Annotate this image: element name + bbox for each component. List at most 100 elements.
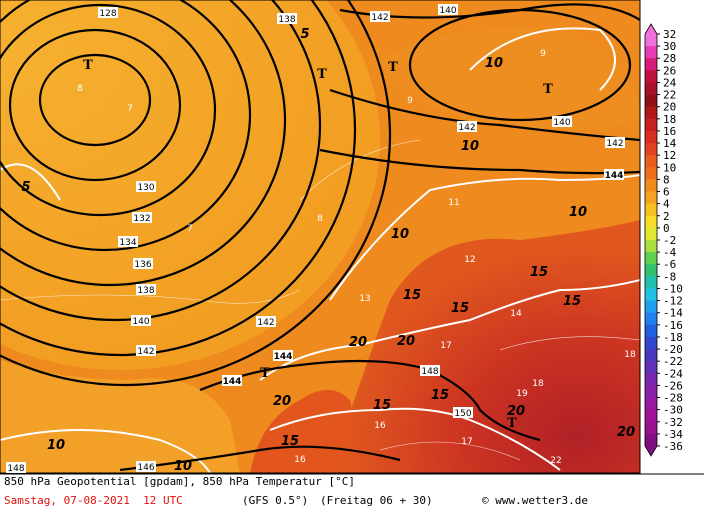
color-band [645,106,657,120]
colorbar-label: 22 [663,89,676,102]
temperature-label: 18 [624,350,636,360]
color-band [645,252,657,265]
colorbar-label: -24 [663,367,683,380]
geopotential-label: 136 [134,260,151,270]
geopotential-label: 140 [439,6,456,16]
label-box [604,169,624,180]
label-box [453,407,473,418]
label-box [136,461,156,472]
colorbar-label: 12 [663,149,676,162]
footer-date: Samstag, 07-08-2021 12 UTC [4,494,183,507]
geopotential-label: 138 [137,286,154,296]
isotherm-label: 5 [21,180,30,195]
isotherm-label: 10 [174,459,192,474]
colorbar-label: 28 [663,52,676,65]
footer-title: 850 hPa Geopotential [gpdam], 850 hPa Te… [4,475,355,488]
color-band [645,373,657,386]
isotherm-label: 15 [281,434,299,449]
geopotential-label: 142 [137,347,154,357]
color-band [645,191,657,205]
label-box [118,236,138,247]
label-box [277,13,297,24]
temperature-label: 16 [374,421,386,431]
geopotential-label: 134 [119,238,136,248]
color-band [645,155,657,168]
colorbar-label: 4 [663,198,670,211]
isotherm-label: 20 [273,394,291,409]
label-box [552,116,572,127]
color-band [645,34,657,47]
label-box [457,121,477,132]
color-band [645,70,657,83]
color-band [645,264,657,277]
colorbar-label: -2 [663,234,676,247]
geopotential-label: 142 [371,13,388,23]
color-band [645,421,657,435]
temperature-label: 8 [317,214,323,224]
geopotential-label: 144 [223,377,242,387]
color-band [645,324,657,338]
geopotential-label: 130 [137,183,154,193]
color-band [645,227,657,241]
color-band [645,336,657,350]
color-band [645,433,657,447]
temperature-label: 19 [516,389,528,399]
colorbar-label: 30 [663,40,676,53]
isotherm-label: 15 [373,398,391,413]
colorbar-label: 18 [663,113,676,126]
label-box [605,137,625,148]
geopotential-label: 140 [553,118,570,128]
label-box [133,258,153,269]
isotherm-label: 10 [461,139,479,154]
low-marker: T [388,60,398,75]
colorbar-label: -10 [663,282,683,295]
temperature-label: 7 [127,104,133,114]
colorbar-label: 2 [663,210,670,223]
colorbar-label: 32 [663,28,676,41]
colorbar-label: 10 [663,161,676,174]
isotherm-label: 20 [349,335,367,350]
colorbar-label: 16 [663,125,676,138]
geopotential-label: 148 [7,464,24,474]
isotherm-label: 15 [563,294,581,309]
colorbar-label: -28 [663,392,683,405]
label-box [420,365,440,376]
colorbar-label: -6 [663,258,676,271]
isotherm-label: 20 [397,334,415,349]
low-marker: T [317,67,327,82]
footer-run: (Freitag 06 + 30) [320,494,433,507]
temperature-label: 16 [294,455,306,465]
temperature-label: 18 [532,379,544,389]
colorbar-label: 8 [663,173,670,186]
label-box [136,284,156,295]
colorbar-label: -18 [663,331,683,344]
geopotential-label: 146 [137,463,154,473]
colorbar-label: -36 [663,440,683,453]
colorbar-label: 26 [663,64,676,77]
color-band [645,361,657,374]
geopotential-label: 132 [133,214,150,224]
geopotential-label: 144 [274,352,293,362]
low-marker: T [260,366,270,381]
label-box [136,345,156,356]
color-band [645,118,657,132]
colorbar-label: -32 [663,416,683,429]
label-box [131,315,151,326]
temperature-label: 14 [510,309,522,319]
isotherm-label: 10 [47,438,65,453]
color-band [645,409,657,423]
colorbar-label: 20 [663,101,676,114]
label-box [370,11,390,22]
geopotential-label: 138 [278,15,295,25]
isotherm-label: 10 [569,205,587,220]
colorbar-label: -30 [663,404,683,417]
colorbar-label: 6 [663,186,670,199]
label-box [6,462,26,473]
temperature-label: 8 [77,84,83,94]
temperature-label: 22 [550,456,561,466]
color-band [645,349,657,362]
label-box [438,4,458,15]
colorbar-label: -22 [663,355,683,368]
